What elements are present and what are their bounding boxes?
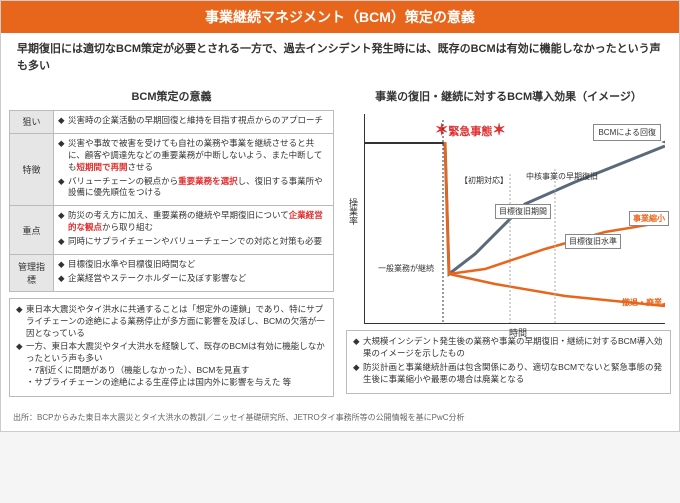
table-row-label: 管理指標 [10, 255, 54, 292]
table-row-label: 特徴 [10, 133, 54, 205]
recovery-chart: 操業率 時間 緊急事態 BCMによる回復 【初期対応】 中核事業の早期復旧 目標… [364, 114, 665, 324]
left-column: BCM策定の意義 狙い災害時の企業活動の早期回復と維持を目指す視点からのアプロー… [9, 82, 340, 400]
bullet-item: 東日本大震災やタイ洪水に共通することは「想定外の連鎖」であり、特にサプライチェー… [16, 304, 327, 340]
left-bullets: 東日本大震災やタイ洪水に共通することは「想定外の連鎖」であり、特にサプライチェー… [9, 298, 334, 397]
table-item: 同時にサプライチェーンやバリューチェーンでの対応と対策も必要 [58, 236, 329, 248]
table-row-content: 災害や事故で被害を受けても自社の業務や事業を継続させると共に、顧客や調達先などの… [54, 133, 334, 205]
table-item: バリューチェーンの観点から重要業務を選択し、復旧する事業所や設備に優先順位をつけ… [58, 176, 329, 200]
table-item: 災害時の企業活動の早期回復と維持を目指す視点からのアプローチ [58, 115, 329, 127]
period-label: 目標復旧期間 [495, 204, 551, 219]
table-row-content: 目標復旧水準や目標復旧時間など企業経営やステークホルダーに及ぼす影響など [54, 255, 334, 292]
source-footer: 出所：BCPからみた東日本大震災とタイ大洪水の教訓／ニッセイ基礎研究所、JETR… [1, 408, 679, 431]
withdraw-label: 撤退・廃業 [619, 296, 665, 309]
bullet-item: 防災計画と事業継続計画は包含関係にあり、適切なBCMでないと緊急事態の発生後に事… [353, 362, 664, 386]
table-item: 防災の考え方に加え、重要業務の継続や早期復旧について企業経営的な観点から取り組む [58, 210, 329, 234]
shrink-label: 事業縮小 [629, 211, 669, 226]
right-heading: 事業の復旧・継続に対するBCM導入効果（イメージ） [346, 82, 671, 110]
table-row-label: 狙い [10, 111, 54, 134]
bullet-item: 大規模インシデント発生後の業務や事業の早期復旧・継続に対するBCM導入効果のイメ… [353, 336, 664, 360]
normal-label: 一般業務が継続 [375, 262, 437, 275]
container: 事業継続マネジメント（BCM）策定の意義 早期復旧には適切なBCM策定が必要とさ… [0, 0, 680, 432]
subtitle: 早期復旧には適切なBCM策定が必要とされる一方で、過去インシデント発生時には、既… [1, 33, 679, 82]
right-column: 事業の復旧・継続に対するBCM導入効果（イメージ） 操業率 時間 緊急事態 BC… [340, 82, 671, 400]
table-row-content: 防災の考え方に加え、重要業務の継続や早期復旧について企業経営的な観点から取り組む… [54, 206, 334, 255]
table-row-label: 重点 [10, 206, 54, 255]
initial-label: 【初期対応】 [457, 174, 511, 187]
right-bullets: 大規模インシデント発生後の業務や事業の早期復旧・継続に対するBCM導入効果のイメ… [346, 330, 671, 394]
table-item: 企業経営やステークホルダーに及ぼす影響など [58, 273, 329, 285]
level-label: 目標復旧水準 [565, 234, 621, 249]
y-axis-label: 操業率 [347, 198, 360, 225]
table-item: 目標復旧水準や目標復旧時間など [58, 259, 329, 271]
left-heading: BCM策定の意義 [9, 82, 334, 110]
significance-table: 狙い災害時の企業活動の早期回復と維持を目指す視点からのアプローチ特徴災害や事故で… [9, 110, 334, 292]
bullet-item: 一方、東日本大震災やタイ大洪水を経験して、既存のBCMは有効に機能しなかったとい… [16, 341, 327, 389]
core-label: 中核事業の早期復旧 [523, 170, 601, 183]
table-item: 災害や事故で被害を受けても自社の業務や事業を継続させると共に、顧客や調達先などの… [58, 138, 329, 174]
title-bar: 事業継続マネジメント（BCM）策定の意義 [1, 1, 679, 33]
table-row-content: 災害時の企業活動の早期回復と維持を目指す視点からのアプローチ [54, 111, 334, 134]
columns: BCM策定の意義 狙い災害時の企業活動の早期回復と維持を目指す視点からのアプロー… [1, 82, 679, 408]
